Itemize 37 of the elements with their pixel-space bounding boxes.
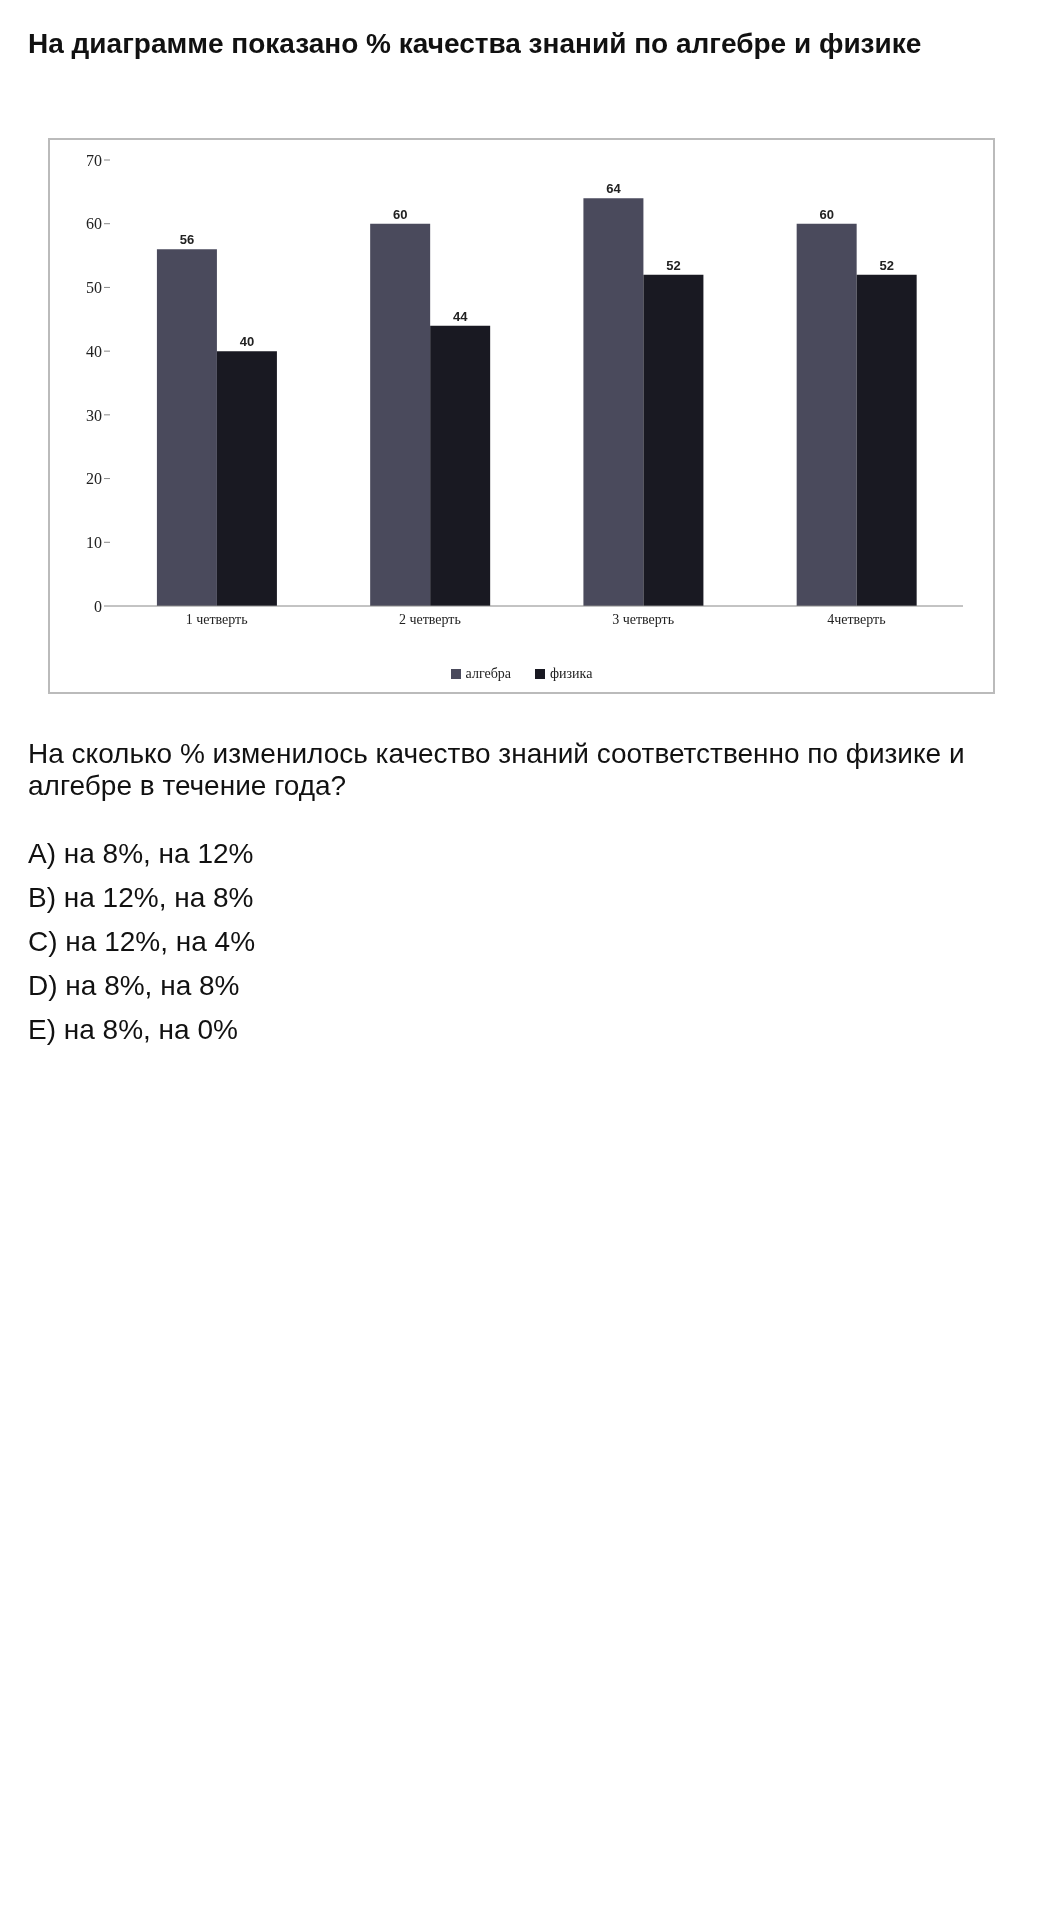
data-label: 60: [819, 206, 834, 222]
data-label: 52: [879, 257, 894, 273]
bar: [583, 198, 644, 606]
y-tick-label: 70: [86, 151, 102, 169]
data-label: 64: [606, 181, 622, 197]
y-tick-label: 40: [86, 342, 102, 360]
data-label: 60: [392, 206, 408, 222]
x-tick-label: 1 четверть: [185, 611, 248, 627]
bar: [430, 325, 491, 606]
data-label: 56: [179, 232, 195, 248]
x-tick-label: 3 четверть: [612, 611, 675, 627]
bar: [156, 249, 217, 606]
text: C) на 12%, на 4%: [28, 926, 257, 958]
text: D) на 8%, на 8%: [28, 970, 241, 1002]
legend-label: физика: [550, 666, 593, 682]
x-tick-label: 4четверть: [827, 611, 886, 627]
text: A) на 8%, на 12%: [28, 838, 255, 870]
data-label: 52: [666, 257, 681, 273]
y-tick-label: 20: [86, 470, 102, 488]
legend-label: алгебра: [465, 666, 512, 682]
text: На сколько % изменилось качество знаний соответственно по физике и алгебре в течение года?: [28, 738, 966, 802]
data-label: 44: [452, 308, 469, 324]
y-tick-label: 30: [86, 406, 102, 424]
chart-title: На диаграмме показано % качества знаний по алгебре и физике: [28, 28, 923, 60]
y-tick-label: 60: [86, 215, 102, 233]
bar: [370, 223, 431, 606]
y-tick-label: 50: [86, 279, 102, 297]
x-tick-label: 2 четверть: [398, 611, 461, 627]
text: B) на 12%, на 8%: [28, 882, 255, 914]
bar: [796, 223, 857, 606]
y-tick-label: 10: [86, 533, 102, 551]
y-tick-label: 0: [94, 597, 102, 615]
bar: [216, 351, 277, 606]
bar: [643, 274, 704, 606]
data-label: 40: [239, 334, 255, 350]
text: E) на 8%, на 0%: [28, 1014, 239, 1046]
bar: [856, 274, 917, 606]
